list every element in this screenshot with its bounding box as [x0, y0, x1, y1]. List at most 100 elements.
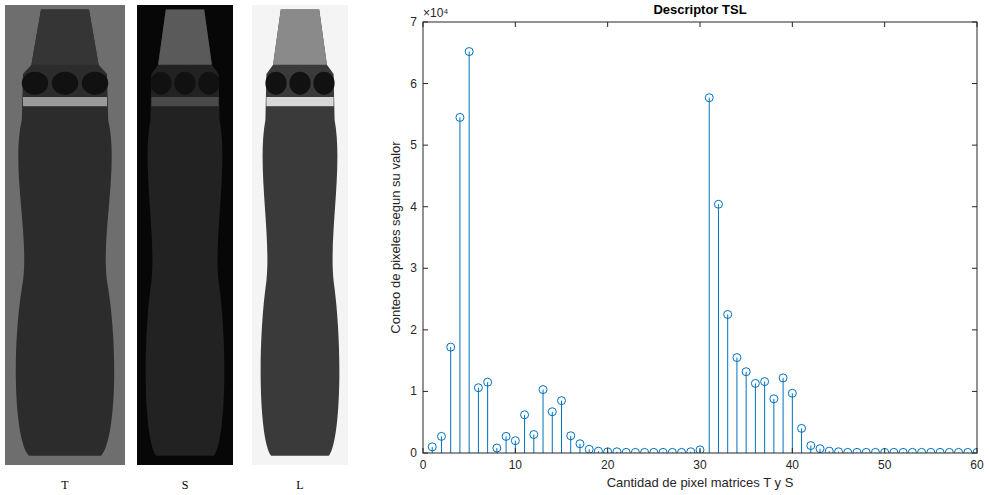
stem-line	[506, 436, 507, 453]
stems	[428, 48, 977, 453]
image-panel	[137, 5, 233, 465]
stem	[678, 448, 686, 453]
bottle-band	[23, 97, 107, 106]
stem-line	[709, 98, 710, 453]
stem	[558, 397, 566, 453]
y-tick-label: 2	[410, 323, 417, 337]
stem	[428, 443, 436, 453]
stem	[631, 448, 639, 453]
stem-marker	[484, 378, 492, 386]
x-tick	[977, 448, 978, 453]
stem-marker	[908, 448, 916, 453]
stem	[511, 437, 519, 453]
y-tick	[423, 206, 428, 207]
stem-marker	[761, 378, 769, 386]
stem-line	[441, 436, 442, 453]
stem-line	[783, 378, 784, 453]
x-tick-label: 60	[970, 458, 984, 472]
stem-marker	[548, 408, 556, 416]
bottle	[146, 10, 225, 456]
x-tick-label: 10	[509, 458, 523, 472]
y-tick-label: 6	[410, 77, 417, 91]
stem-marker	[788, 389, 796, 397]
x-tick-label: 0	[420, 458, 427, 472]
x-tick	[977, 22, 978, 27]
stem	[613, 448, 621, 453]
stem-line	[718, 204, 719, 453]
stem-marker	[567, 432, 575, 440]
x-tick	[607, 448, 608, 453]
image-label: T	[61, 478, 69, 492]
stem	[955, 448, 963, 453]
stem	[862, 448, 870, 453]
stem	[474, 384, 482, 453]
stem-line	[459, 117, 460, 453]
stem-marker	[687, 448, 695, 453]
y-tick	[423, 391, 428, 392]
stem-marker	[871, 448, 879, 453]
image-background	[5, 5, 125, 465]
stem	[927, 448, 935, 453]
stem-marker	[502, 432, 510, 440]
y-tick	[972, 83, 977, 84]
stem-marker	[825, 447, 833, 453]
x-tick-label: 50	[878, 458, 892, 472]
stem-marker	[474, 384, 482, 392]
y-tick	[972, 206, 977, 207]
stem-marker	[955, 448, 963, 453]
stem	[890, 448, 898, 453]
stem-marker	[576, 440, 584, 448]
stem-marker	[899, 448, 907, 453]
stem-marker	[844, 448, 852, 453]
stem	[641, 448, 649, 453]
plot-frame	[423, 22, 977, 453]
stem	[696, 446, 704, 453]
stem	[484, 378, 492, 453]
stem-marker	[862, 448, 870, 453]
y-tick	[972, 453, 977, 454]
stem-marker	[613, 448, 621, 453]
stem	[502, 432, 510, 453]
stem-marker	[558, 397, 566, 405]
stem-marker	[807, 442, 815, 450]
x-tick	[700, 448, 701, 453]
stem-marker	[936, 448, 944, 453]
stem-marker	[945, 448, 953, 453]
stem-marker	[816, 445, 824, 453]
stem-line	[552, 412, 553, 453]
stem-marker	[622, 448, 630, 453]
stem-marker	[733, 354, 741, 362]
stem	[585, 445, 593, 453]
stem-marker	[659, 448, 667, 453]
x-tick	[423, 22, 424, 27]
image-label: L	[296, 478, 303, 492]
stem-line	[736, 358, 737, 453]
stem	[973, 448, 977, 453]
y-tick	[423, 453, 428, 454]
stem-marker	[641, 448, 649, 453]
stem-marker	[714, 200, 722, 208]
axis-multiplier: ×10⁴	[423, 6, 449, 20]
stem	[908, 448, 916, 453]
stem	[576, 440, 584, 453]
stem-marker	[798, 424, 806, 432]
stem	[705, 94, 713, 453]
stem	[964, 448, 972, 453]
stem-marker	[705, 94, 713, 102]
stem	[807, 442, 815, 453]
bottle-cap	[273, 10, 327, 65]
stem-marker	[724, 310, 732, 318]
stem-marker	[668, 448, 676, 453]
bottle-band	[266, 97, 333, 106]
x-axis-title: Cantidad de pixel matrices T y S	[607, 475, 794, 490]
bottle-blob	[22, 72, 48, 95]
bottle	[16, 10, 114, 456]
stem-line	[746, 372, 747, 453]
stem-line	[524, 415, 525, 453]
stem	[816, 445, 824, 453]
stem-line	[515, 441, 516, 453]
stem	[742, 368, 750, 453]
stem-marker	[511, 437, 519, 445]
x-tick	[700, 22, 701, 27]
bottle-band	[151, 97, 218, 106]
